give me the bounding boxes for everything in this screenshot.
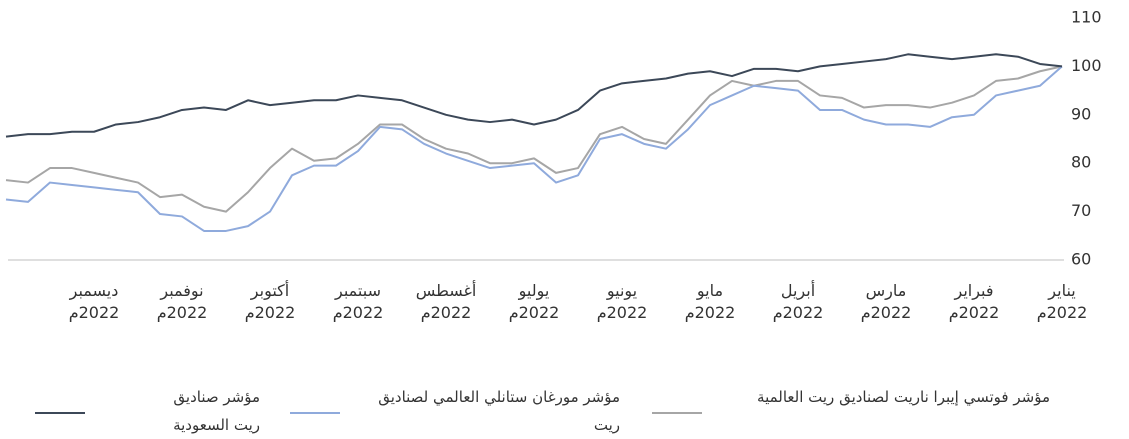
legend-swatch: [35, 412, 85, 414]
series-line: [5, 65, 1063, 232]
x-tick-label: ديسمبر 2022م: [68, 281, 120, 322]
legend-label: مؤشر مورغان ستانلي العالمي لصناديق ريت: [378, 388, 620, 434]
legend-label: مؤشر فوتسي إيبرا ناريت لصناديق ريت العال…: [757, 388, 1050, 406]
y-tick-label: 60: [1071, 250, 1091, 269]
x-tick-label: أبريل 2022م: [772, 281, 824, 322]
x-tick-label: مارس 2022م: [860, 281, 912, 322]
y-tick-label: 90: [1071, 104, 1091, 123]
y-tick-label: 80: [1071, 153, 1091, 172]
x-tick-label: فبراير 2022م: [948, 281, 1000, 322]
y-tick-label: 100: [1071, 56, 1102, 75]
series-line: [5, 65, 1063, 213]
x-tick-label: أكتوبر 2022م: [244, 281, 296, 322]
x-tick-label: يناير 2022م: [1036, 281, 1088, 322]
y-tick-label: 110: [1071, 8, 1102, 27]
x-tick-label: أغسطس 2022م: [415, 281, 477, 322]
x-tick-label: يوليو 2022م: [508, 281, 560, 322]
x-tick-label: يونيو 2022م: [596, 281, 648, 322]
legend-swatch: [290, 412, 340, 414]
legend-label: مؤشر صناديق ريت السعودية: [173, 388, 260, 434]
x-tick-label: مايو 2022م: [684, 281, 736, 322]
x-tick-label: سبتمبر 2022م: [332, 281, 384, 322]
legend-swatch: [652, 412, 702, 414]
x-tick-label: نوفمبر 2022م: [156, 281, 208, 322]
y-tick-label: 70: [1071, 201, 1091, 220]
series-line: [5, 53, 1063, 138]
